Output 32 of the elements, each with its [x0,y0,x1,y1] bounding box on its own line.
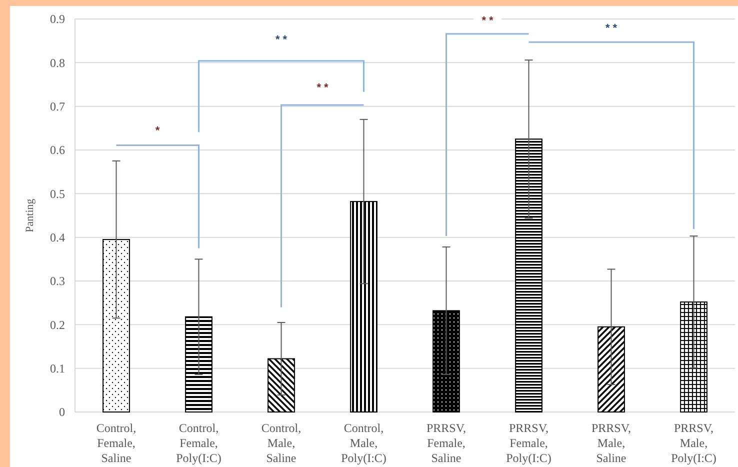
y-tick-label: 0.7 [50,100,65,114]
y-tick-label: 0.3 [50,274,65,288]
bar [515,138,542,412]
x-tick-label: Control, Male, Saline [261,421,302,465]
bar [432,310,460,412]
annotation: * * [316,82,330,94]
annotation: * [155,124,160,137]
bar [102,239,130,412]
y-tick-label: 0.4 [50,230,65,245]
x-tick-label: Control, Male, Poly(I:C) [341,421,386,465]
y-tick-label: 0 [59,405,65,420]
bar [598,326,625,412]
bar [350,201,378,412]
x-tick-label: PRRSV, Male, Poly(I:C) [671,421,716,465]
y-tick-label: 0.8 [50,56,65,70]
annotation: * * [605,22,618,35]
annotation: * * [275,34,288,46]
bar [185,316,212,412]
x-tick-label: PRRSV, Female, Poly(I:C) [506,421,552,465]
x-tick-label: Control, Female, Poly(I:C) [176,421,222,465]
y-axis-title: Panting [24,198,36,232]
bar [680,301,708,412]
x-tick-label: Control, Female, Saline [96,421,136,465]
x-tick-label: PRRSV, Female, Saline [426,421,466,465]
y-tick-label: 0.1 [50,362,65,376]
y-tick-label: 0.5 [50,186,65,201]
x-tick-label: PRRSV, Male, Saline [592,421,631,465]
y-tick-label: 0.2 [50,318,65,332]
bar [268,358,295,412]
y-tick-label: 0.9 [50,12,65,26]
y-tick-label: 0.6 [50,143,65,158]
annotation: * * [482,15,494,28]
